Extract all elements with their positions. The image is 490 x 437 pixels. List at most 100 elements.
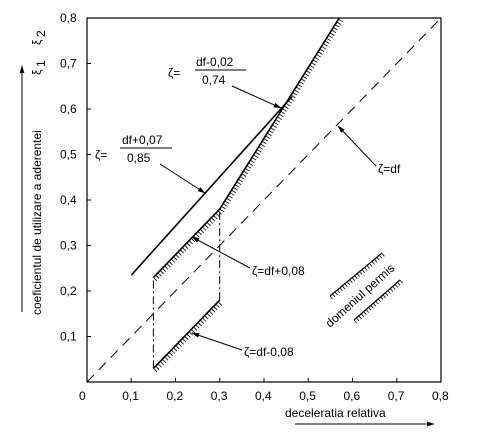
hatch-mark <box>297 83 303 88</box>
hatch-mark <box>213 306 218 311</box>
hatch-mark <box>162 358 167 363</box>
hatch-mark <box>204 315 209 320</box>
annotation-mid: ζ=df+0,08 <box>191 236 305 278</box>
hatch-mark <box>239 176 245 180</box>
hatch-mark <box>217 301 222 306</box>
hatch-mark <box>213 215 218 220</box>
hatch-mark <box>197 322 202 327</box>
hatch-mark <box>268 130 274 134</box>
hatch-mark <box>159 270 164 275</box>
x-tick-label: 0,8 <box>432 389 449 403</box>
hatch-mark <box>336 21 342 25</box>
hatch-mark <box>258 146 264 150</box>
hatch-mark <box>199 319 205 324</box>
y-symbol-sub1: 1 <box>34 60 48 67</box>
hatch-mark <box>314 56 320 61</box>
hatch-mark <box>153 277 158 282</box>
x-tick-label: 0,6 <box>344 389 361 403</box>
hatch-mark <box>184 244 189 250</box>
domain-legend: domeniul permis <box>323 252 403 330</box>
hatch-mark <box>253 154 259 158</box>
domain-hatch-line-bottom <box>353 279 401 321</box>
legend-hatch-mark <box>356 273 360 277</box>
hatch-mark <box>208 219 214 224</box>
legend-hatch-mark <box>363 311 367 315</box>
hatch-mark <box>215 303 220 308</box>
hatch-mark <box>319 48 325 53</box>
hatch-mark <box>166 354 171 359</box>
hatch-mark <box>311 62 316 66</box>
legend-hatch-mark <box>337 289 341 294</box>
hatch-mark <box>157 363 162 368</box>
legend-hatch-mark <box>382 294 386 299</box>
hatch-mark <box>243 170 248 175</box>
hatch-mark <box>328 35 333 39</box>
legend-hatch-mark <box>392 286 396 290</box>
legend-hatch-mark <box>359 271 363 275</box>
annotation-upper-rear: ζ= df-0,02 0,74 <box>168 55 282 109</box>
hatch-mark <box>197 231 202 236</box>
hatch-mark <box>267 132 272 137</box>
legend-hatch-mark <box>353 319 357 324</box>
y-tick-label: 0,4 <box>60 193 77 207</box>
annotation-diag: ζ=df <box>337 125 401 176</box>
legend-hatch-mark <box>361 269 365 273</box>
hatch-mark <box>164 356 169 361</box>
lower-label: ζ=df-0,08 <box>244 345 294 359</box>
legend-hatch-mark <box>339 287 343 292</box>
y-tick-label: 0,3 <box>60 239 77 253</box>
hatch-mark <box>170 258 176 263</box>
legend-hatch-mark <box>385 292 389 296</box>
hatch-mark <box>231 189 237 194</box>
hatch-mark <box>224 200 230 204</box>
hatch-mark <box>244 168 250 172</box>
legend-hatch-mark <box>346 281 351 286</box>
hatch-mark <box>292 92 298 96</box>
legend-hatch-mark <box>374 259 378 263</box>
upper-rear-denominator: 0,74 <box>202 73 226 87</box>
legend-hatch-mark <box>380 296 384 301</box>
hatch-mark <box>164 265 169 270</box>
hatch-mark <box>193 326 198 331</box>
hatch-mark <box>233 187 238 191</box>
hatch-mark <box>277 116 282 120</box>
legend-hatch-mark <box>332 293 336 298</box>
legend-hatch-mark <box>377 298 382 303</box>
hatch-mark <box>304 73 310 77</box>
hatch-mark <box>202 317 207 322</box>
hatch-mark <box>166 263 171 268</box>
upper-rear-zeta: ζ= <box>168 66 180 80</box>
hatch-mark <box>294 89 299 93</box>
y-tick-label: 0,8 <box>60 11 77 25</box>
hatch-mark <box>238 178 243 183</box>
hatch-mark <box>170 349 176 354</box>
hatch-mark <box>211 217 216 222</box>
upper-rear-leader <box>231 85 282 109</box>
domain-hatch-line-top <box>329 252 383 297</box>
legend-hatch-mark <box>397 281 401 286</box>
hatch-mark <box>186 333 191 338</box>
hatch-mark <box>241 173 247 177</box>
hatch-mark <box>202 226 207 231</box>
upper-front-leader <box>159 163 206 194</box>
legend-hatch-mark <box>381 252 385 257</box>
hatch-mark <box>175 345 180 350</box>
hatch-mark <box>184 335 189 341</box>
y-tick-label: 0,7 <box>60 57 77 71</box>
hatch-mark <box>317 51 323 55</box>
hatch-mark <box>188 240 193 245</box>
hatch-mark <box>324 40 330 44</box>
legend-hatch-mark <box>375 300 379 305</box>
hatch-mark <box>306 70 311 74</box>
hatch-mark <box>282 108 287 112</box>
legend-hatch-mark <box>366 265 370 269</box>
hatch-mark <box>246 165 252 169</box>
hatch-mark <box>159 361 164 366</box>
y-symbol-xi2: ξ <box>30 39 44 45</box>
legend-hatch-mark <box>373 302 377 307</box>
hatch-mark <box>219 208 225 213</box>
hatch-mark <box>228 195 233 199</box>
hatch-mark <box>289 97 294 101</box>
legend-hatch-mark <box>358 315 362 320</box>
